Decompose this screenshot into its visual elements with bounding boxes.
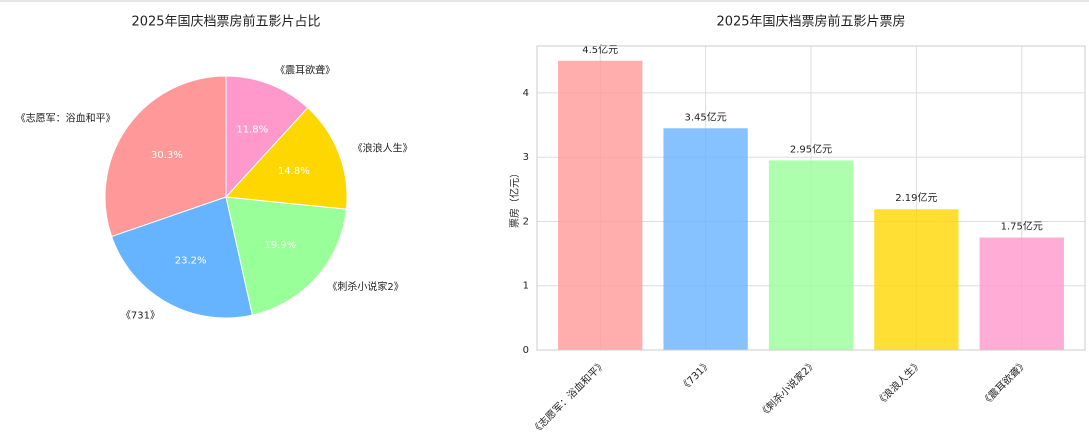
plot-frame <box>536 45 1086 351</box>
slice-percent: 14.8% <box>278 166 310 177</box>
y-tick-label: 3 <box>523 152 529 163</box>
slice-percent: 30.3% <box>151 150 183 161</box>
x-tick-label: 《731》 <box>678 358 714 394</box>
x-tick-label: 《志愿军：浴血和平》 <box>529 357 609 437</box>
pie-slice <box>104 75 227 238</box>
value-label: 4.5亿元 <box>582 43 618 56</box>
slice-label: 《浪浪人生》 <box>353 142 413 155</box>
slice-label: 《刺杀小说家2》 <box>327 280 403 293</box>
value-label: 2.19亿元 <box>895 191 937 204</box>
y-axis-label: 票房（亿元） <box>508 168 521 228</box>
slice-label: 《志愿军：浴血和平》 <box>16 111 116 124</box>
y-tick-label: 1 <box>523 281 529 292</box>
y-tick-label: 4 <box>523 88 529 99</box>
value-label: 1.75亿元 <box>1001 220 1043 233</box>
bar <box>663 128 748 350</box>
pie-slice <box>111 196 253 319</box>
bar <box>874 209 959 350</box>
slice-percent: 23.2% <box>175 255 207 266</box>
slice-label: 《731》 <box>121 309 160 321</box>
y-tick-label: 2 <box>523 216 529 227</box>
pie-slice <box>225 196 347 316</box>
chart-title: 2025年国庆档票房前五影片占比 <box>131 14 320 30</box>
x-tick-label: 《浪浪人生》 <box>873 357 925 409</box>
slice-percent: 19.9% <box>264 240 296 251</box>
x-tick-label: 《震耳欲聋》 <box>978 357 1030 409</box>
slice-percent: 11.8% <box>236 124 268 135</box>
pie-slice <box>224 107 348 210</box>
y-tick-label: 0 <box>523 345 529 356</box>
value-label: 2.95亿元 <box>790 142 832 155</box>
slice-label: 《震耳欲聋》 <box>275 64 335 77</box>
value-label: 3.45亿元 <box>684 110 726 123</box>
chart-title: 2025年国庆档票房前五影片票房 <box>716 14 905 30</box>
x-tick-label: 《刺杀小说家2》 <box>756 357 819 420</box>
bar <box>558 60 643 351</box>
pie-slice <box>225 75 309 199</box>
bar <box>979 237 1064 350</box>
bar <box>768 160 854 350</box>
